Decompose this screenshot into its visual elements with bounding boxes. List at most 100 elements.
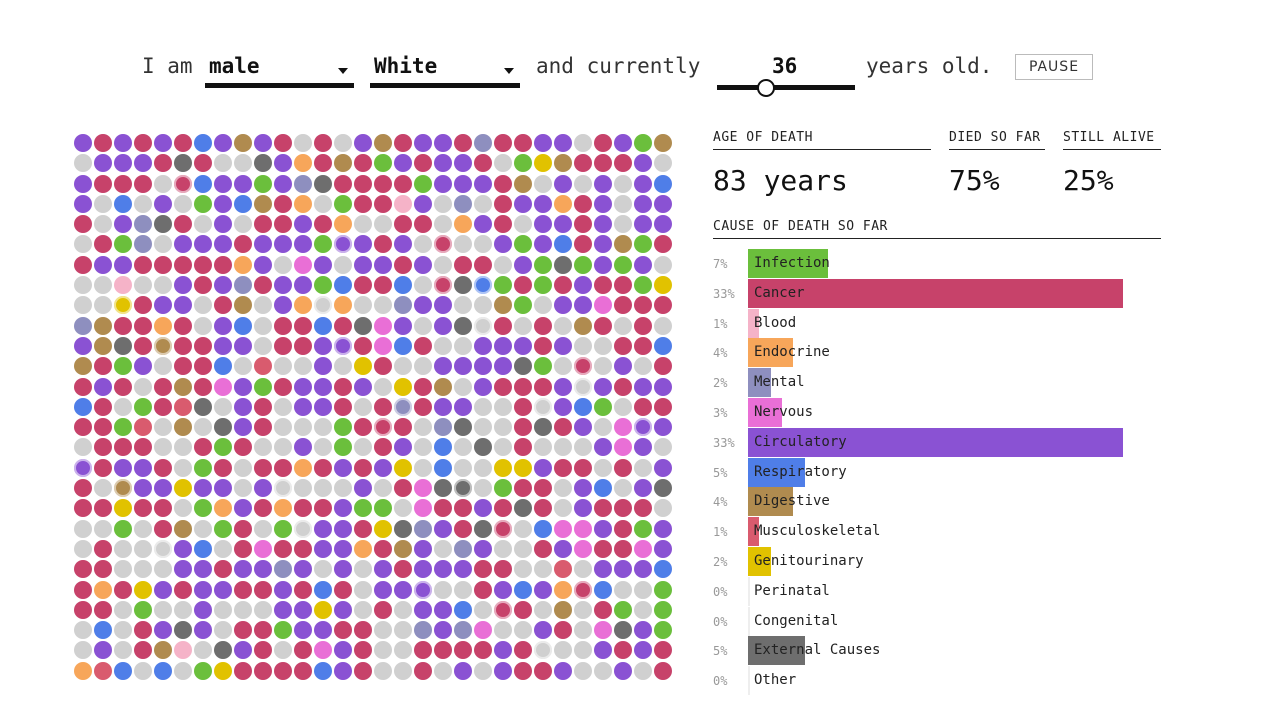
person-dot — [94, 397, 112, 416]
person-dot — [394, 499, 412, 518]
person-dot — [614, 519, 632, 538]
person-dot — [294, 458, 312, 477]
person-dot — [594, 600, 612, 619]
person-dot — [574, 336, 592, 355]
cause-row: 0% Other — [713, 666, 1163, 696]
race-dropdown[interactable]: White — [370, 52, 520, 88]
age-slider-handle[interactable] — [757, 79, 775, 97]
person-dot — [454, 154, 472, 173]
person-dot — [534, 255, 552, 274]
person-dot — [294, 621, 312, 640]
person-dot — [514, 235, 532, 254]
person-dot — [394, 458, 412, 477]
person-dot — [334, 134, 352, 152]
cause-label: Digestive — [754, 493, 830, 510]
person-dot — [554, 621, 572, 640]
person-dot — [314, 215, 332, 234]
person-dot — [174, 438, 192, 457]
person-dot — [514, 397, 532, 416]
person-dot — [274, 661, 292, 680]
person-dot — [554, 397, 572, 416]
cause-row: 5% Respiratory — [713, 457, 1163, 488]
age-slider[interactable] — [717, 85, 855, 90]
pause-button[interactable]: PAUSE — [1015, 54, 1093, 80]
person-dot — [634, 194, 652, 213]
person-dot — [174, 377, 192, 396]
person-dot — [494, 621, 512, 640]
person-dot — [434, 519, 452, 538]
person-dot — [274, 276, 292, 295]
person-dot — [154, 600, 172, 619]
person-dot — [414, 661, 432, 680]
person-dot — [74, 458, 92, 477]
person-dot — [474, 661, 492, 680]
person-dot — [194, 194, 212, 213]
person-dot — [134, 418, 152, 437]
person-dot — [634, 397, 652, 416]
person-dot — [614, 641, 632, 660]
person-dot — [154, 458, 172, 477]
person-dot — [594, 174, 612, 193]
person-dot — [494, 580, 512, 599]
person-dot — [514, 479, 532, 498]
person-dot — [434, 357, 452, 376]
person-dot — [554, 438, 572, 457]
person-dot — [74, 418, 92, 437]
person-dot — [254, 600, 272, 619]
person-dot — [314, 235, 332, 254]
age-of-death-value: 83 years — [713, 164, 848, 197]
person-dot — [654, 316, 672, 335]
person-dot — [134, 296, 152, 315]
person-dot — [554, 357, 572, 376]
person-dot — [654, 499, 672, 518]
cause-bar — [748, 636, 805, 666]
person-dot — [594, 377, 612, 396]
person-dot — [594, 418, 612, 437]
person-dot — [254, 539, 272, 558]
person-dot — [274, 194, 292, 213]
sex-dropdown[interactable]: male — [205, 52, 354, 88]
person-dot — [454, 418, 472, 437]
person-dot — [394, 641, 412, 660]
person-dot — [374, 316, 392, 335]
person-dot — [94, 215, 112, 234]
person-dot — [554, 276, 572, 295]
person-dot — [394, 600, 412, 619]
person-dot — [454, 276, 472, 295]
person-dot — [654, 134, 672, 152]
person-dot — [574, 296, 592, 315]
person-dot — [654, 539, 672, 558]
person-dot — [74, 255, 92, 274]
person-dot — [514, 154, 532, 173]
person-dot — [654, 661, 672, 680]
person-dot — [334, 336, 352, 355]
person-dot — [314, 418, 332, 437]
person-dot — [254, 174, 272, 193]
cause-row: 0% Congenital — [713, 606, 1163, 637]
person-dot — [574, 621, 592, 640]
cause-bar — [748, 338, 794, 368]
person-dot — [594, 316, 612, 335]
person-dot — [174, 499, 192, 518]
person-dot — [574, 316, 592, 335]
person-dot — [334, 499, 352, 518]
person-dot — [514, 377, 532, 396]
person-dot — [394, 479, 412, 498]
person-dot — [574, 194, 592, 213]
person-dot — [374, 438, 392, 457]
person-dot — [614, 600, 632, 619]
person-dot — [254, 194, 272, 213]
person-dot — [474, 580, 492, 599]
person-dot — [114, 499, 132, 518]
person-dot — [394, 539, 412, 558]
person-dot — [334, 539, 352, 558]
person-dot — [634, 621, 652, 640]
cause-percent: 5% — [713, 465, 728, 480]
person-dot — [394, 418, 412, 437]
person-dot — [214, 479, 232, 498]
person-dot — [114, 560, 132, 579]
person-dot — [234, 336, 252, 355]
person-dot — [274, 418, 292, 437]
person-dot — [414, 458, 432, 477]
person-dot — [474, 479, 492, 498]
